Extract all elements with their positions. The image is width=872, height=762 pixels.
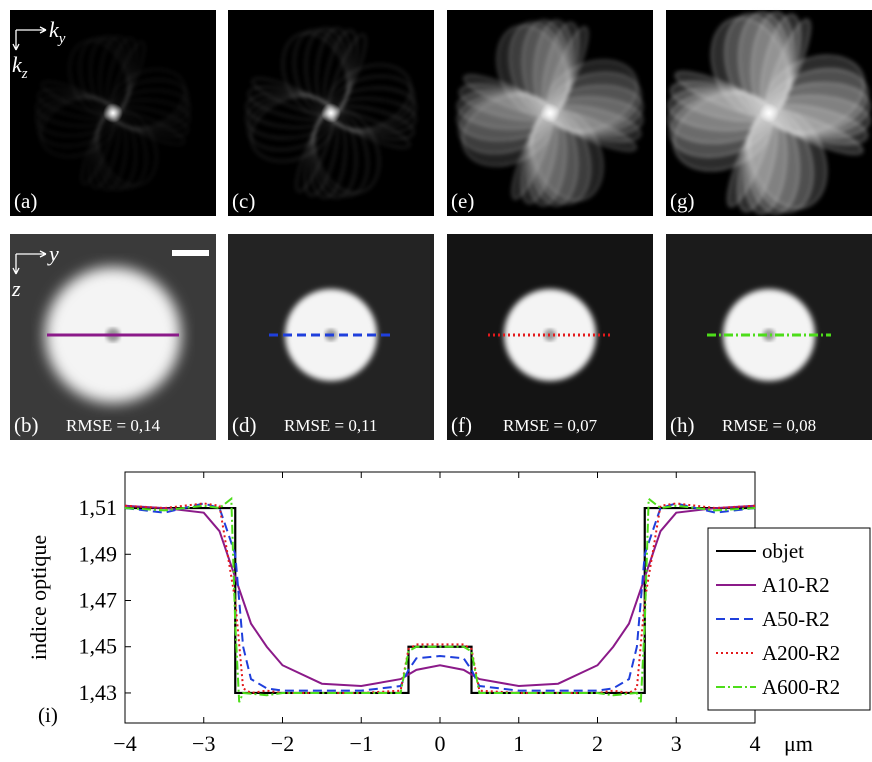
x-tick-label: 0 xyxy=(435,731,446,756)
axis-arrow xyxy=(12,26,47,51)
center-spot xyxy=(540,103,560,123)
rmse-label: RMSE = 0,07 xyxy=(503,416,598,435)
axis-label-sub: z xyxy=(21,66,28,82)
axis-label: z xyxy=(11,276,21,301)
y-tick-label: 1,47 xyxy=(79,588,118,613)
x-tick-label: 3 xyxy=(671,731,682,756)
rmse-label: RMSE = 0,14 xyxy=(66,416,161,435)
rmse-label: RMSE = 0,11 xyxy=(284,416,378,435)
axis-label-base: k xyxy=(49,17,60,42)
axis-label: ky xyxy=(49,17,66,47)
series-line xyxy=(124,496,756,703)
scale-bar xyxy=(172,250,209,256)
panel-label: (g) xyxy=(670,189,695,213)
x-tick-label: −1 xyxy=(350,731,373,756)
legend-label: A200-R2 xyxy=(762,641,840,665)
x-unit: μm xyxy=(784,731,813,756)
axis-label-base: k xyxy=(12,52,23,77)
k-space-pattern xyxy=(667,11,871,215)
legend-label: A10-R2 xyxy=(762,573,830,597)
y-tick-label: 1,51 xyxy=(79,495,118,520)
x-tick-label: 4 xyxy=(750,731,761,756)
panel-label: (h) xyxy=(670,413,695,437)
x-tick-label: −2 xyxy=(271,731,294,756)
center-spot xyxy=(103,103,123,123)
x-tick-label: 2 xyxy=(592,731,603,756)
y-tick-label: 1,43 xyxy=(79,680,118,705)
legend-label: objet xyxy=(762,539,804,563)
panel-label: (d) xyxy=(232,413,257,437)
axis-label: y xyxy=(47,241,59,266)
axis-arrow xyxy=(12,250,47,275)
x-tick-label: −3 xyxy=(192,731,215,756)
panel-label: (c) xyxy=(232,189,255,213)
x-tick-label: −4 xyxy=(113,731,136,756)
legend-label: A600-R2 xyxy=(762,675,840,699)
y-tick-label: 1,49 xyxy=(79,541,118,566)
k-space-pattern xyxy=(246,28,416,198)
series-line xyxy=(124,502,756,692)
line-chart: −4 −3 −2 −1 0 1 2 3 4 1,43 1,45 1,47 1,49 1,51 μm indic… xyxy=(26,471,871,756)
center-spot xyxy=(759,103,779,123)
panel-label: (b) xyxy=(14,413,39,437)
legend-label: A50-R2 xyxy=(762,607,830,631)
center-spot xyxy=(321,103,341,123)
series-line xyxy=(124,504,756,688)
panel-label: (i) xyxy=(38,703,58,727)
panel-label: (f) xyxy=(451,413,472,437)
k-space-pattern xyxy=(457,20,643,206)
axis-label-sub: y xyxy=(57,31,66,47)
inclusion xyxy=(763,329,775,341)
panel-label: (a) xyxy=(14,189,37,213)
y-tick-label: 1,45 xyxy=(79,634,118,659)
panel-label: (e) xyxy=(451,189,474,213)
x-tick-label: 1 xyxy=(513,731,524,756)
image-panels: (a) (c) (e) (g) (b) RMSE = 0,14 (d) RMSE = 0,11… xyxy=(10,10,872,440)
y-axis-title: indice optique xyxy=(26,535,51,660)
rmse-label: RMSE = 0,08 xyxy=(722,416,816,435)
axis-label: kz xyxy=(12,52,28,82)
